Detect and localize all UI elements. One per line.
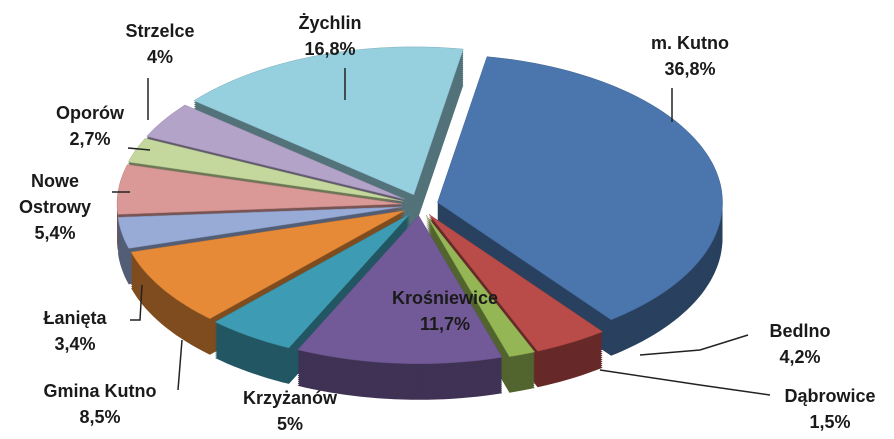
- slice-label: Strzelce 4%: [125, 18, 194, 70]
- category-name: Gmina Kutno: [43, 381, 157, 401]
- value-label: 3,4%: [54, 334, 96, 354]
- value-label: 5,4%: [34, 223, 76, 243]
- slice-label: Łanięta 3,4%: [43, 305, 106, 357]
- slice: [127, 138, 404, 202]
- slice-label: Krośniewice 11,7%: [392, 285, 498, 337]
- category-name: Krośniewice: [391, 288, 499, 308]
- category-name: Bedlno: [769, 321, 831, 341]
- slice: [116, 164, 403, 215]
- value-label: 11,7%: [419, 314, 471, 334]
- value-label: 16,8%: [304, 39, 356, 59]
- slice-label: Bedlno 4,2%: [770, 318, 831, 370]
- category-name: Żychlin: [298, 13, 362, 33]
- value-label: 1,5%: [809, 412, 851, 432]
- slice-label: m. Kutno 36,8%: [651, 30, 729, 82]
- value-label: 8,5%: [79, 407, 121, 427]
- slice: [437, 56, 723, 321]
- value-label: 4,2%: [779, 347, 821, 367]
- slice-label: Żychlin 16,8%: [298, 10, 361, 62]
- category-name: m. Kutno: [651, 33, 729, 53]
- category-name: Oporów: [56, 103, 124, 123]
- category-name: Strzelce: [125, 21, 195, 41]
- slice: [425, 215, 536, 357]
- value-label: 36,8%: [664, 59, 716, 79]
- category-name: Krzyżanów: [242, 388, 338, 408]
- leader-line: [177, 339, 183, 391]
- slice: [117, 206, 403, 249]
- category-name: Dąbrowice: [784, 386, 876, 406]
- slice: [146, 104, 405, 200]
- leader-line: [639, 334, 749, 356]
- slice-label: Krzyżanów 5%: [243, 385, 337, 437]
- slice-label: Gmina Kutno 8,5%: [44, 378, 157, 430]
- slice: [193, 46, 464, 196]
- category-name: Łanięta: [43, 308, 107, 328]
- slice: [428, 214, 604, 352]
- leader-line: [130, 284, 143, 321]
- slice-label: Nowe Ostrowy 5,4%: [10, 168, 100, 246]
- slice: [130, 210, 405, 319]
- leader-line: [127, 147, 151, 151]
- leader-line: [599, 369, 771, 396]
- value-label: 2,7%: [69, 129, 111, 149]
- slice-label: Dąbrowice 1,5%: [784, 383, 875, 435]
- value-label: 4%: [146, 47, 174, 67]
- slice-label: Oporów 2,7%: [56, 100, 124, 152]
- value-label: 5%: [276, 414, 303, 434]
- slice: [214, 213, 411, 349]
- slice: [297, 215, 503, 365]
- category-name: Nowe Ostrowy: [18, 171, 92, 217]
